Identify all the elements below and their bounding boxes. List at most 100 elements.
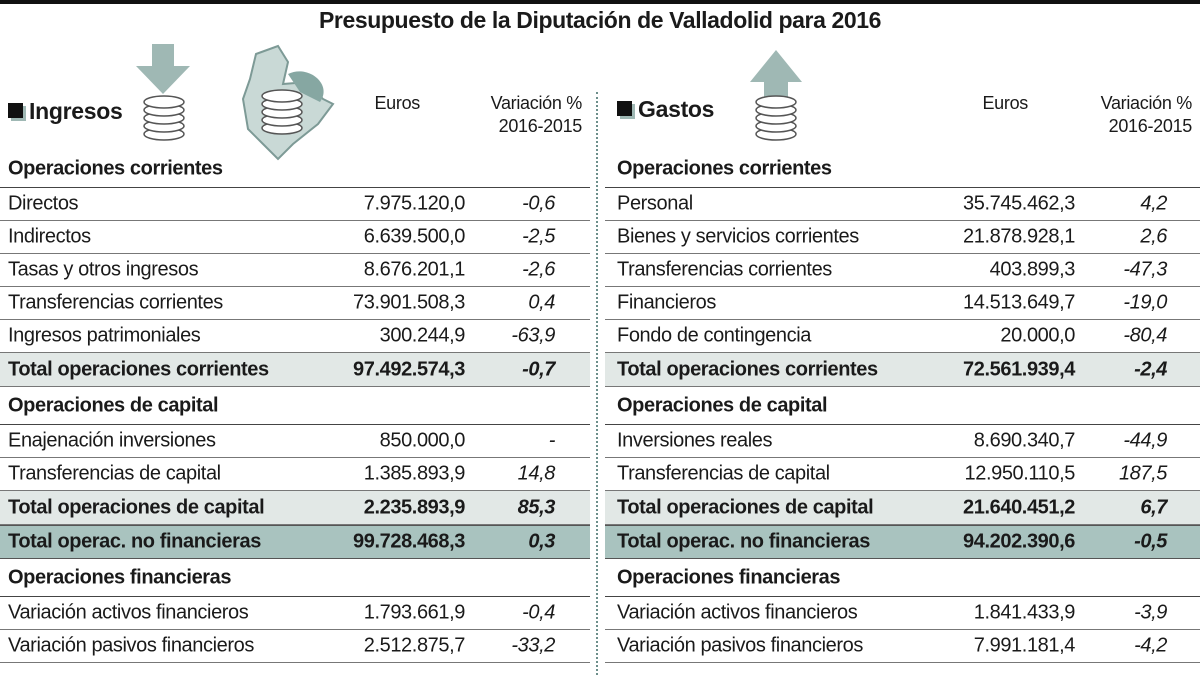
variation-cell: 0,3 bbox=[528, 530, 555, 553]
euros-cell: 35.745.462,3 bbox=[963, 192, 1075, 215]
variation-cell: 187,5 bbox=[1118, 462, 1167, 485]
row-label: Transferencias corrientes bbox=[617, 258, 832, 281]
table-row: Tasas y otros ingresos 8.676.201,1 -2,6 bbox=[0, 254, 590, 287]
euros-cell: 300.244,9 bbox=[379, 324, 466, 347]
row-label: Transferencias corrientes bbox=[8, 291, 223, 314]
euros-cell: 850.000,0 bbox=[379, 429, 466, 452]
panel: Gastos Euros Variación % 2016-2015 Operacion… bbox=[605, 40, 1200, 675]
column-header-line: 2016-2015 bbox=[1108, 116, 1193, 136]
row-label: Inversiones reales bbox=[617, 429, 773, 452]
variation-cell: -80,4 bbox=[1123, 324, 1167, 347]
income-arrow-icon bbox=[136, 44, 190, 94]
variation-cell: -2,4 bbox=[1134, 358, 1167, 380]
table-row: Operaciones de capital bbox=[0, 387, 590, 425]
euros-cell: 2.512.875,7 bbox=[363, 634, 466, 657]
section-title: Operaciones de capital bbox=[8, 394, 219, 416]
table-row: Enajenación inversiones 850.000,0 - bbox=[0, 425, 590, 458]
euros-cell: 1.793.661,9 bbox=[363, 601, 466, 624]
variation-cell: 14,8 bbox=[517, 462, 556, 485]
euros-cell: 7.975.120,0 bbox=[363, 192, 466, 215]
top-rule bbox=[0, 0, 1200, 4]
table-row: Ingresos patrimoniales 300.244,9 -63,9 bbox=[0, 320, 590, 353]
expense-arrow-icon bbox=[750, 50, 802, 100]
row-label: Total operaciones de capital bbox=[617, 496, 874, 518]
variation-cell: -0,6 bbox=[522, 192, 555, 215]
heading-text: Ingresos bbox=[29, 98, 123, 124]
variation-cell: -4,2 bbox=[1134, 634, 1167, 657]
table-row: Bienes y servicios corrientes 21.878.928,… bbox=[605, 221, 1200, 254]
row-label: Transferencias de capital bbox=[617, 462, 830, 485]
table-row: Operaciones corrientes bbox=[0, 150, 590, 188]
variation-cell: -44,9 bbox=[1123, 429, 1167, 452]
table-row: Total operaciones de capital 21.640.451,2… bbox=[605, 491, 1200, 525]
row-label: Total operaciones de capital bbox=[8, 496, 265, 518]
section-title: Operaciones corrientes bbox=[617, 157, 832, 179]
row-label: Ingresos patrimoniales bbox=[8, 324, 201, 347]
euros-cell: 72.561.939,4 bbox=[963, 358, 1075, 380]
panel: Ingresos Euros Variación % 2016-2015 Operaci… bbox=[0, 40, 590, 675]
table-row: Total operac. no financieras 94.202.390,6… bbox=[605, 525, 1200, 559]
column-header-line: Variación % bbox=[1100, 93, 1193, 113]
table-row: Variación activos financieros 1.793.661,9… bbox=[0, 597, 590, 630]
coins-icon bbox=[143, 95, 185, 141]
column-header: Variación % 2016-2015 bbox=[490, 92, 583, 138]
variation-cell: -0,5 bbox=[1134, 530, 1167, 553]
euros-cell: 6.639.500,0 bbox=[363, 225, 466, 248]
column-header-line: 2016-2015 bbox=[498, 116, 583, 136]
row-label: Transferencias de capital bbox=[8, 462, 221, 485]
table-row: Total operaciones corrientes 97.492.574,3… bbox=[0, 353, 590, 387]
variation-cell: 2,6 bbox=[1140, 225, 1167, 248]
euros-cell: 1.841.433,9 bbox=[973, 601, 1076, 624]
table-row: Operaciones financieras bbox=[0, 559, 590, 597]
table-row: Total operaciones corrientes 72.561.939,4… bbox=[605, 353, 1200, 387]
euros-cell: 99.728.468,3 bbox=[353, 530, 465, 553]
column-header-line: Variación % bbox=[490, 93, 583, 113]
table-row: Inversiones reales 8.690.340,7 -44,9 bbox=[605, 425, 1200, 458]
euros-cell: 8.676.201,1 bbox=[363, 258, 466, 281]
heading-text: Gastos bbox=[638, 96, 715, 122]
euros-cell: 21.640.451,2 bbox=[963, 496, 1075, 518]
variation-cell: -19,0 bbox=[1123, 291, 1167, 314]
table-row: Transferencias de capital 1.385.893,9 14,8 bbox=[0, 458, 590, 491]
table-row: Total operaciones de capital 2.235.893,9 8… bbox=[0, 491, 590, 525]
row-label: Variación activos financieros bbox=[617, 601, 858, 624]
row-label: Total operac. no financieras bbox=[617, 530, 870, 553]
euros-cell: 14.513.649,7 bbox=[963, 291, 1075, 314]
table-row: Variación activos financieros 1.841.433,9… bbox=[605, 597, 1200, 630]
table-row: Transferencias corrientes 73.901.508,3 0,4 bbox=[0, 287, 590, 320]
table-row: Operaciones corrientes bbox=[605, 150, 1200, 188]
row-label: Financieros bbox=[617, 291, 716, 314]
panel-heading: Gastos bbox=[617, 96, 714, 123]
euros-cell: 7.991.181,4 bbox=[973, 634, 1076, 657]
section-title: Operaciones de capital bbox=[617, 394, 828, 416]
table-row: Variación pasivos financieros 7.991.181,4… bbox=[605, 630, 1200, 663]
euros-cell: 1.385.893,9 bbox=[363, 462, 466, 485]
table-row: Total operac. no financieras 99.728.468,3… bbox=[0, 525, 590, 559]
euros-cell: 94.202.390,6 bbox=[963, 530, 1075, 553]
euros-cell: 2.235.893,9 bbox=[363, 496, 466, 518]
variation-cell: 0,4 bbox=[528, 291, 555, 314]
row-label: Personal bbox=[617, 192, 693, 215]
table-row: Indirectos 6.639.500,0 -2,5 bbox=[0, 221, 590, 254]
row-label: Bienes y servicios corrientes bbox=[617, 225, 859, 248]
coins-icon bbox=[261, 89, 303, 135]
row-label: Total operaciones corrientes bbox=[8, 358, 269, 380]
coins-icon bbox=[755, 95, 797, 141]
euros-cell: 403.899,3 bbox=[989, 258, 1076, 281]
column-header: Euros bbox=[374, 93, 420, 113]
euros-cell: 97.492.574,3 bbox=[353, 358, 465, 380]
panel-heading: Ingresos bbox=[8, 98, 123, 125]
divider bbox=[596, 92, 598, 675]
variation-cell: -33,2 bbox=[511, 634, 555, 657]
variation-cell: -2,5 bbox=[522, 225, 555, 248]
row-label: Total operac. no financieras bbox=[8, 530, 261, 553]
row-label: Tasas y otros ingresos bbox=[8, 258, 199, 281]
variation-cell: -47,3 bbox=[1123, 258, 1167, 281]
section-title: Operaciones financieras bbox=[617, 566, 841, 588]
table-row: Operaciones de capital bbox=[605, 387, 1200, 425]
table-row: Fondo de contingencia 20.000,0 -80,4 bbox=[605, 320, 1200, 353]
table-row: Transferencias de capital 12.950.110,5 187… bbox=[605, 458, 1200, 491]
euros-cell: 73.901.508,3 bbox=[353, 291, 465, 314]
section-title: Operaciones financieras bbox=[8, 566, 232, 588]
